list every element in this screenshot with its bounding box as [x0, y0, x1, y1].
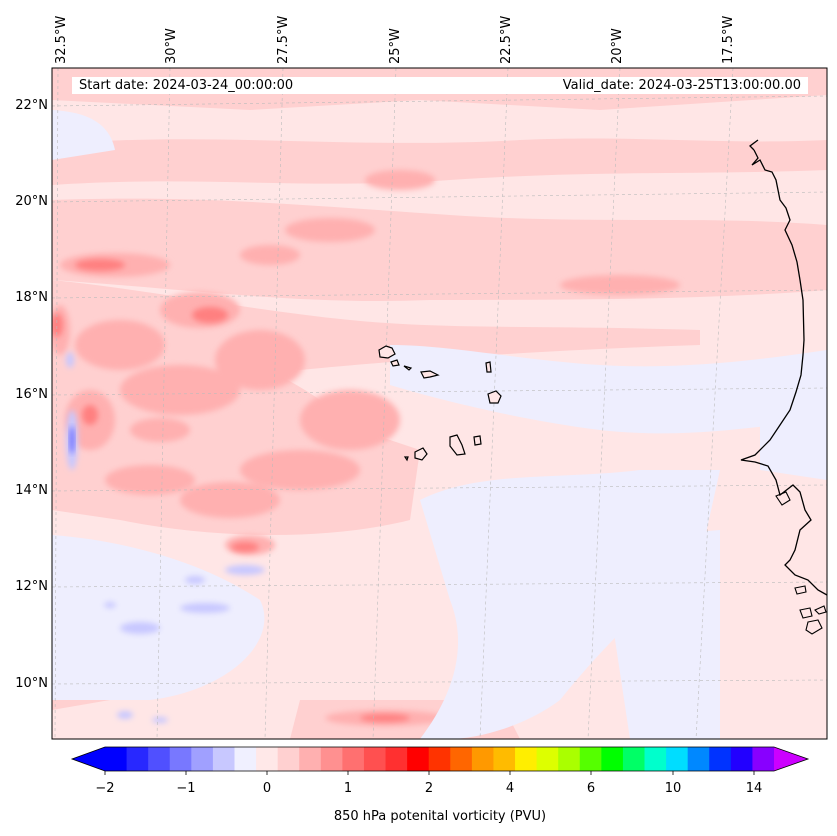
lat-label-14n: 14°N	[15, 483, 48, 498]
colorbar-swatch	[191, 747, 214, 771]
colorbar-swatch	[579, 747, 602, 771]
start-date: Start date: 2024-03-24_00:00:00	[79, 78, 294, 93]
colorbar-swatch	[169, 747, 192, 771]
colorbar-tick: 2	[424, 781, 434, 796]
lat-label-12n: 12°N	[15, 579, 48, 594]
colorbar-tick: 0	[262, 781, 272, 796]
colorbar-tick: 6	[586, 781, 596, 796]
colorbar-tick: 4	[505, 781, 515, 796]
colorbar-swatch	[709, 747, 732, 771]
colorbar-swatch	[363, 747, 387, 771]
colorbar-tick: −1	[176, 781, 196, 796]
lon-label-20w: 20°W	[610, 28, 625, 64]
colorbar-over-arrow	[774, 747, 808, 771]
gridlines	[52, 68, 827, 739]
lat-label-10n: 10°N	[15, 676, 48, 691]
colorbar-swatch	[148, 747, 171, 771]
colorbar-swatch	[428, 747, 451, 771]
colorbar-swatch	[342, 747, 365, 771]
lat-label-18n: 18°N	[15, 290, 48, 305]
colorbar-swatch	[450, 747, 473, 771]
colorbar-swatch	[407, 747, 430, 771]
colorbar-swatch	[277, 747, 300, 771]
colorbar-swatch	[601, 747, 624, 771]
lon-label-30w: 30°W	[164, 28, 179, 64]
african-coastline	[740, 139, 827, 596]
colorbar-swatch	[385, 747, 408, 771]
map-frame	[51, 67, 828, 740]
colorbar-swatch	[493, 747, 516, 771]
colorbar	[70, 746, 810, 775]
colorbar-tick: 10	[664, 781, 682, 796]
lat-label-22n: 22°N	[15, 98, 48, 113]
colorbar-tick: −2	[95, 781, 115, 796]
colorbar-tick: 1	[343, 781, 353, 796]
colorbar-swatch	[234, 747, 257, 771]
lon-label-17-5w: 17.5°W	[721, 15, 736, 64]
colorbar-swatch	[256, 747, 279, 771]
colorbar-swatch	[752, 747, 775, 771]
colorbar-swatch	[644, 747, 667, 771]
colorbar-swatch	[687, 747, 710, 771]
cape-verde-islands	[378, 345, 502, 462]
colorbar-swatch	[558, 747, 581, 771]
colorbar-swatch	[515, 747, 538, 771]
date-info-box: Start date: 2024-03-24_00:00:00 Valid_da…	[72, 77, 808, 94]
lon-label-32-5w: 32.5°W	[54, 15, 69, 64]
colorbar-swatch	[212, 747, 236, 771]
colorbar-swatch	[126, 747, 149, 771]
lat-label-20n: 20°N	[15, 194, 48, 209]
colorbar-swatch	[536, 747, 559, 771]
colorbar-under-arrow	[72, 747, 105, 771]
valid-date: Valid_date: 2024-03-25T13:00:00.00	[562, 78, 801, 93]
lon-label-27-5w: 27.5°W	[276, 15, 291, 64]
colorbar-swatch	[666, 747, 689, 771]
lon-label-25w: 25°W	[388, 28, 403, 64]
pv-field	[52, 68, 827, 739]
colorbar-swatch	[471, 747, 495, 771]
colorbar-swatch	[299, 747, 322, 771]
lon-label-22-5w: 22.5°W	[499, 15, 514, 64]
colorbar-swatch	[730, 747, 754, 771]
colorbar-swatch	[105, 747, 128, 771]
colorbar-tick: 14	[745, 781, 763, 796]
lat-label-16n: 16°N	[15, 387, 48, 402]
colorbar-swatch	[622, 747, 646, 771]
colorbar-label: 850 hPa potenital vorticity (PVU)	[333, 809, 547, 824]
colorbar-swatch	[320, 747, 343, 771]
